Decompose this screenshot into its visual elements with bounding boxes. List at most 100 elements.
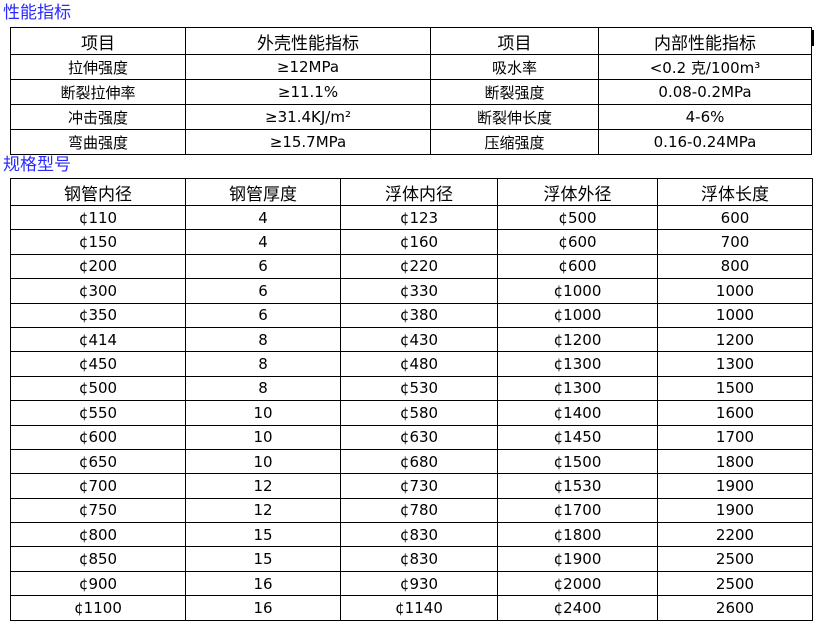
table-cell: ¢1140 xyxy=(340,595,498,621)
table-cell: ¢630 xyxy=(340,424,498,450)
table-cell: ¢700 xyxy=(10,473,186,499)
table-cell: ¢830 xyxy=(340,546,498,572)
table-cell: 1000 xyxy=(657,302,813,328)
table-cell: <0.2 克/100m³ xyxy=(598,54,812,80)
table-cell: 1800 xyxy=(657,448,813,475)
table-cell: ¢414 xyxy=(10,326,186,353)
table-cell: 1900 xyxy=(657,473,813,499)
table-cell: ¢580 xyxy=(340,400,498,426)
table-cell: ¢1500 xyxy=(497,448,658,475)
table-cell: ¢1300 xyxy=(497,375,658,402)
table-cell: ¢650 xyxy=(10,448,186,475)
column-header: 浮体外径 xyxy=(497,178,658,206)
table-cell: 0.16-0.24MPa xyxy=(598,129,812,155)
table-row: ¢200 6 ¢220 ¢600 800 xyxy=(10,253,813,280)
table-cell: 2500 xyxy=(657,570,813,597)
table-cell: 16 xyxy=(185,570,341,597)
table-cell: ¢500 xyxy=(497,204,658,231)
table-cell: 6 xyxy=(185,302,341,328)
column-header: 项目 xyxy=(430,27,599,55)
table-cell: ¢600 xyxy=(497,253,658,280)
table-row: ¢414 8 ¢430 ¢1200 1200 xyxy=(10,326,813,353)
table-cell: ¢730 xyxy=(340,473,498,499)
table-cell: ¢600 xyxy=(497,229,658,255)
table-cell: ¢1800 xyxy=(497,522,658,548)
table-cell: ≥11.1% xyxy=(185,79,431,105)
table-cell: ¢800 xyxy=(10,522,186,548)
table-cell: 6 xyxy=(185,253,341,280)
table-cell: 1600 xyxy=(657,400,813,426)
table-row: 弯曲强度 ≥15.7MPa 压缩强度 0.16-0.24MPa xyxy=(10,129,812,155)
table-row: 断裂拉伸率 ≥11.1% 断裂强度 0.08-0.2MPa xyxy=(10,79,812,105)
column-header: 外壳性能指标 xyxy=(185,27,431,55)
table-cell: ¢380 xyxy=(340,302,498,328)
table-cell: ¢500 xyxy=(10,375,186,402)
table-cell: 0.08-0.2MPa xyxy=(598,79,812,105)
table-cell: 1300 xyxy=(657,351,813,377)
header-row: 钢管内径 钢管厚度 浮体内径 浮体外径 浮体长度 xyxy=(10,178,813,206)
table-row: ¢300 6 ¢330 ¢1000 1000 xyxy=(10,278,813,304)
table-row: ¢110 4 ¢123 ¢500 600 xyxy=(10,204,813,231)
table-cell: ¢1100 xyxy=(10,595,186,621)
table-cell: 冲击强度 xyxy=(10,104,186,130)
table-row: ¢800 15 ¢830 ¢1800 2200 xyxy=(10,522,813,548)
table-cell: ¢1300 xyxy=(497,351,658,377)
table-cell: 4 xyxy=(185,229,341,255)
table-cell: ¢530 xyxy=(340,375,498,402)
table-row: ¢750 12 ¢780 ¢1700 1900 xyxy=(10,497,813,524)
column-header: 浮体内径 xyxy=(340,178,498,206)
table-cell: ¢480 xyxy=(340,351,498,377)
performance-table: 项目 外壳性能指标 项目 内部性能指标 拉伸强度 ≥12MPa 吸水率 <0.2 克/100m… xyxy=(10,27,812,155)
table-cell: ¢160 xyxy=(340,229,498,255)
table-cell: 16 xyxy=(185,595,341,621)
table-cell: ¢123 xyxy=(340,204,498,231)
table-cell: ¢1700 xyxy=(497,497,658,524)
table-row: ¢700 12 ¢730 ¢1530 1900 xyxy=(10,473,813,499)
table-cell: ¢830 xyxy=(340,522,498,548)
table-cell: ¢1530 xyxy=(497,473,658,499)
table-cell: ¢1900 xyxy=(497,546,658,572)
table-row: ¢350 6 ¢380 ¢1000 1000 xyxy=(10,302,813,328)
table-cell: 800 xyxy=(657,253,813,280)
table-edge-marker xyxy=(811,30,814,46)
table-cell: 700 xyxy=(657,229,813,255)
table-cell: 拉伸强度 xyxy=(10,54,186,80)
table-cell: ¢1200 xyxy=(497,326,658,353)
table-cell: 1700 xyxy=(657,424,813,450)
table-cell: 断裂强度 xyxy=(430,79,599,105)
table-cell: 4-6% xyxy=(598,104,812,130)
table-cell: ¢680 xyxy=(340,448,498,475)
table-cell: 断裂伸长度 xyxy=(430,104,599,130)
table-cell: 15 xyxy=(185,546,341,572)
table-cell: ¢300 xyxy=(10,278,186,304)
table-cell: 10 xyxy=(185,448,341,475)
table-cell: ≥12MPa xyxy=(185,54,431,80)
table-cell: ¢780 xyxy=(340,497,498,524)
column-header: 钢管内径 xyxy=(10,178,186,206)
table-cell: 12 xyxy=(185,473,341,499)
table-cell: ≥15.7MPa xyxy=(185,129,431,155)
table-cell: 8 xyxy=(185,326,341,353)
table-cell: 压缩强度 xyxy=(430,129,599,155)
table-cell: ¢450 xyxy=(10,351,186,377)
table-cell: 10 xyxy=(185,400,341,426)
table-cell: ¢1400 xyxy=(497,400,658,426)
table-cell: 1200 xyxy=(657,326,813,353)
header-row: 项目 外壳性能指标 项目 内部性能指标 xyxy=(10,27,812,55)
table-row: ¢450 8 ¢480 ¢1300 1300 xyxy=(10,351,813,377)
table-row: ¢850 15 ¢830 ¢1900 2500 xyxy=(10,546,813,572)
table-cell: ¢2400 xyxy=(497,595,658,621)
table-cell: ¢330 xyxy=(340,278,498,304)
table-cell: ¢430 xyxy=(340,326,498,353)
column-header: 内部性能指标 xyxy=(598,27,812,55)
table-cell: ¢2000 xyxy=(497,570,658,597)
table-cell: 1000 xyxy=(657,278,813,304)
table-cell: 12 xyxy=(185,497,341,524)
table-cell: ¢200 xyxy=(10,253,186,280)
table-cell: 600 xyxy=(657,204,813,231)
column-header: 钢管厚度 xyxy=(185,178,341,206)
table-row: ¢600 10 ¢630 ¢1450 1700 xyxy=(10,424,813,450)
table-cell: ¢900 xyxy=(10,570,186,597)
table-cell: 4 xyxy=(185,204,341,231)
table-row: ¢1100 16 ¢1140 ¢2400 2600 xyxy=(10,595,813,621)
